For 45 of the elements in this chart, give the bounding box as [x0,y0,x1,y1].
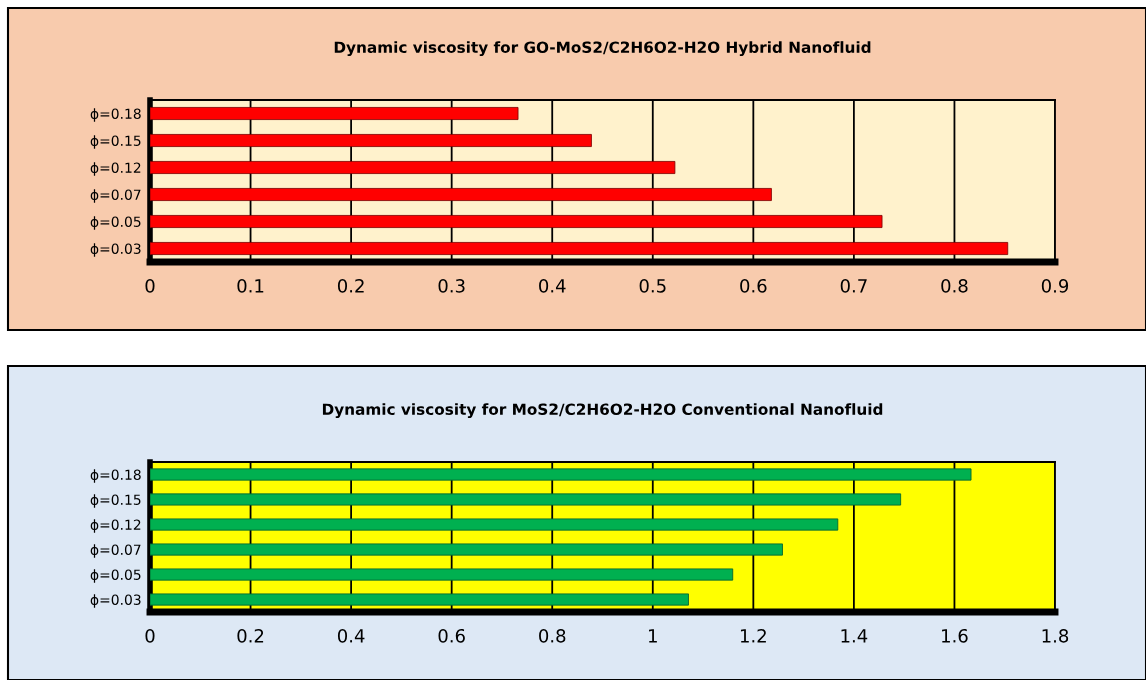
y-tick-label: ϕ=0.03 [90,594,141,608]
x-tick-label: 0.8 [941,278,968,293]
x-tick-label: 0.7 [840,278,867,293]
bar [150,468,972,481]
x-tick-label: 0.8 [539,628,566,643]
bar [150,568,734,581]
x-tick-label: 1 [649,629,657,643]
y-tick-label: ϕ=0.18 [90,108,141,122]
y-tick-label: ϕ=0.03 [90,243,141,257]
y-tick-label: ϕ=0.15 [90,135,141,149]
y-tick-label: ϕ=0.05 [90,216,141,230]
x-tick-label: 0.2 [337,278,364,293]
bar [150,242,1009,255]
bar [150,543,783,556]
x-tick-label: 1.8 [1042,628,1069,643]
bar [150,518,839,531]
x-tick-label: 0.5 [639,278,666,293]
bar [150,493,902,506]
chart-title: Dynamic viscosity for MoS2/C2H6O2-H2O Conventional Nanofluid [322,403,883,419]
x-tick-label: 0.4 [337,628,365,643]
chart-title: Dynamic viscosity for GO-MoS2/C2H6O2-H2O Hybrid Nanofluid [334,41,871,57]
x-tick-label: 1.4 [841,629,868,643]
bar [150,161,676,174]
y-tick-label: ϕ=0.18 [90,469,141,483]
bar [150,134,592,147]
x-tick-label: 0.9 [1041,278,1069,293]
y-tick-label: ϕ=0.07 [90,189,141,203]
x-tick-label: 0.1 [237,278,264,293]
y-tick-label: ϕ=0.05 [90,569,141,583]
bar [150,215,883,228]
bar [150,107,519,120]
x-tick-label: 1.2 [740,628,766,643]
x-tick-label: 0.6 [438,628,465,643]
x-tick-label: 0 [145,628,155,643]
bar [150,188,772,201]
x-tick-label: 0 [145,278,155,293]
y-tick-label: ϕ=0.07 [90,544,141,558]
x-tick-label: 0.6 [740,278,767,293]
y-tick-label: ϕ=0.15 [90,494,141,508]
y-tick-label: ϕ=0.12 [90,519,141,533]
x-tick-label: 0.2 [237,628,264,643]
x-tick-label: 0.4 [539,278,566,293]
y-tick-label: ϕ=0.12 [90,162,141,176]
x-tick-label: 1.6 [942,628,968,643]
x-tick-label: 0.3 [438,278,465,293]
